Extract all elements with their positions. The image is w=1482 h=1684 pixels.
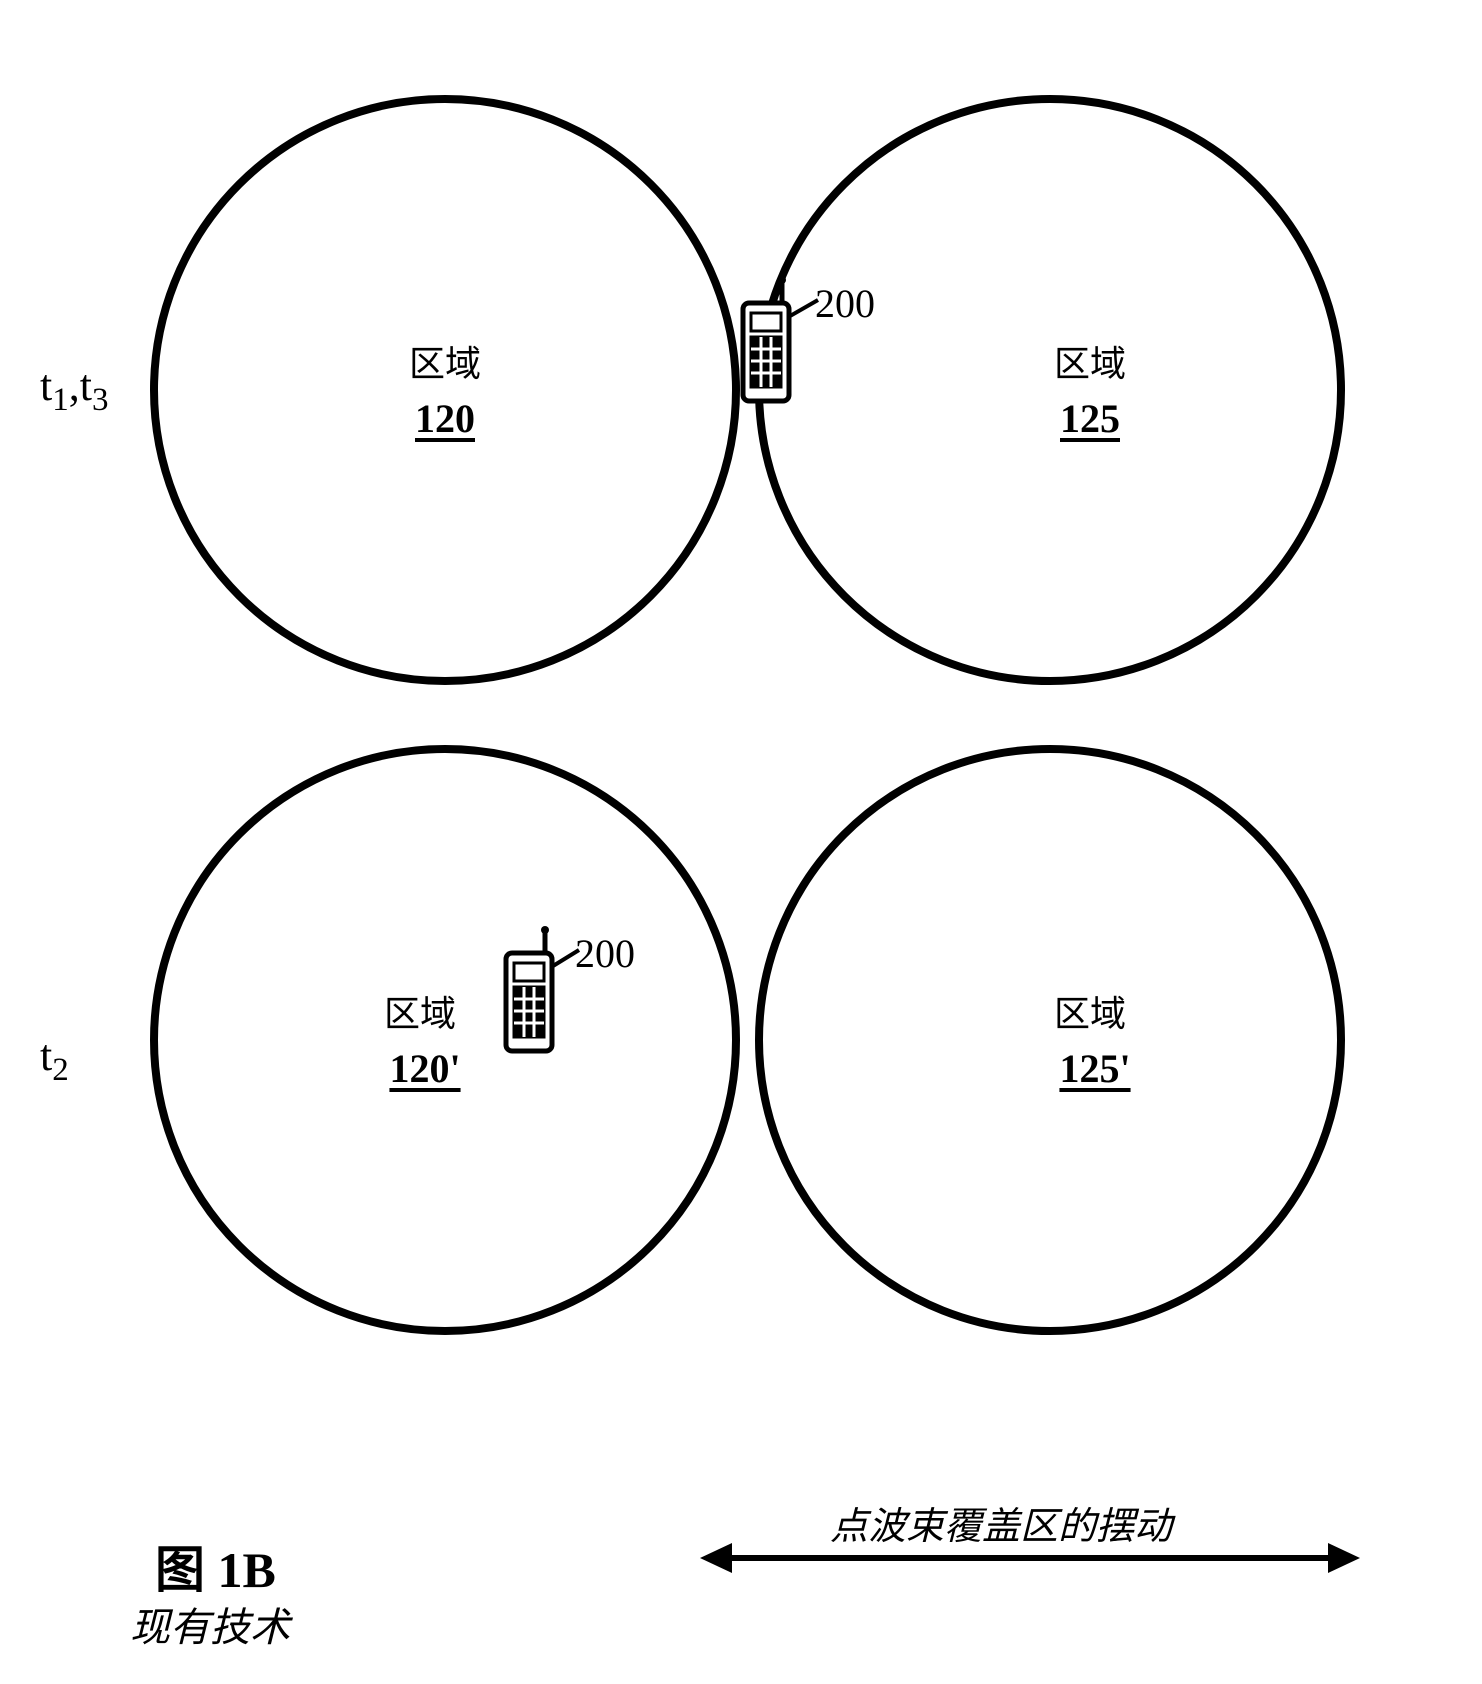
top-left-region-number: 120 xyxy=(370,395,520,442)
right-caption: 点波束覆盖区的摆动 xyxy=(830,1495,1172,1550)
phone-tag-bottom: 200 xyxy=(575,930,635,977)
top-right-region-number: 125 xyxy=(1015,395,1165,442)
bottom-left-region-number: 120' xyxy=(345,1045,505,1092)
top-left-circle xyxy=(150,95,740,685)
arrow-shaft xyxy=(730,1555,1330,1561)
bottom-right-circle xyxy=(755,745,1345,1335)
diagram-container: t1,t3 区域 120 区域 125 200 t2 区域 120' 区域 xyxy=(0,0,1482,1684)
bottom-right-region-number: 125' xyxy=(1015,1045,1175,1092)
top-left-region-label: 区域 xyxy=(370,335,520,387)
arrow-left-head xyxy=(700,1543,732,1573)
phone-leader-bottom xyxy=(553,948,581,968)
phone-tag-top: 200 xyxy=(815,280,875,327)
top-right-circle xyxy=(755,95,1345,685)
phone-leader-top xyxy=(790,298,820,318)
phone-icon-bottom xyxy=(500,925,558,1055)
figure-title: 图 1B xyxy=(155,1530,276,1602)
bottom-right-region-label: 区域 xyxy=(1015,985,1165,1037)
time-label-bottom: t2 xyxy=(40,1030,69,1089)
bottom-left-circle xyxy=(150,745,740,1335)
top-right-region-label: 区域 xyxy=(1015,335,1165,387)
bottom-left-region-label: 区域 xyxy=(345,985,495,1037)
time-label-top: t1,t3 xyxy=(40,360,108,419)
arrow-right-head xyxy=(1328,1543,1360,1573)
phone-icon-top xyxy=(737,275,795,405)
figure-subtitle: 现有技术 xyxy=(130,1595,290,1653)
